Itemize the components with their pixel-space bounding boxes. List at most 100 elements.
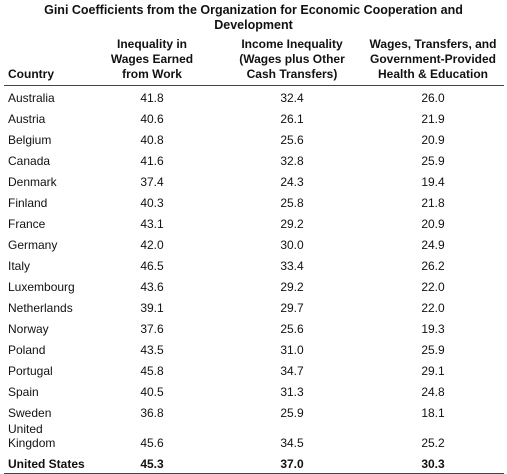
value-cell: 22.0	[421, 301, 445, 315]
value-cell: 41.6	[140, 154, 164, 168]
country-cell: France	[8, 217, 46, 231]
value-cell: 34.7	[280, 364, 304, 378]
value-cell: 37.0	[222, 452, 362, 474]
value-cell: 21.8	[421, 196, 445, 210]
gini-table: Country Inequality in Wages Earned from …	[4, 37, 504, 474]
value-cell: 22.0	[421, 280, 445, 294]
value-cell: 26.0	[421, 91, 445, 105]
column-header: Country	[4, 37, 82, 86]
table-row: United States 45.3 37.0 30.3	[4, 452, 504, 474]
table-row: France 43.1 29.2 20.9	[4, 212, 504, 233]
value-cell: 31.0	[280, 343, 304, 357]
country-cell: Denmark	[8, 175, 57, 189]
table-row: Finland 40.3 25.8 21.8	[4, 191, 504, 212]
value-cell: 45.6	[140, 436, 164, 450]
table-row: Sweden 36.8 25.9 18.1	[4, 401, 504, 422]
value-cell: 29.7	[280, 301, 304, 315]
value-cell: 29.2	[280, 280, 304, 294]
value-cell: 31.3	[280, 385, 304, 399]
value-cell: 20.9	[421, 133, 445, 147]
value-cell: 25.8	[280, 196, 304, 210]
table-row: Spain 40.5 31.3 24.8	[4, 380, 504, 401]
table-row: Portugal 45.8 34.7 29.1	[4, 359, 504, 380]
table-row: Denmark 37.4 24.3 19.4	[4, 170, 504, 191]
value-cell: 45.8	[140, 364, 164, 378]
table-row: Canada 41.6 32.8 25.9	[4, 149, 504, 170]
value-cell: 36.8	[140, 406, 164, 420]
value-cell: 37.4	[140, 175, 164, 189]
value-cell: 20.9	[421, 217, 445, 231]
table-row: Australia 41.8 32.4 26.0	[4, 86, 504, 108]
value-cell: 41.8	[140, 91, 164, 105]
value-cell: 45.3	[82, 452, 222, 474]
country-cell: United States	[4, 452, 85, 474]
value-cell: 26.2	[421, 259, 445, 273]
value-cell: 29.1	[421, 364, 445, 378]
country-cell: Canada	[8, 154, 51, 168]
country-cell: United Kingdom	[8, 422, 56, 450]
value-cell: 32.4	[280, 91, 304, 105]
country-cell: Germany	[8, 238, 58, 252]
country-cell: Netherlands	[8, 301, 73, 315]
value-cell: 25.9	[280, 406, 304, 420]
country-cell: Finland	[8, 196, 48, 210]
value-cell: 34.5	[280, 436, 304, 450]
value-cell: 43.6	[140, 280, 164, 294]
table-row: Netherlands 39.1 29.7 22.0	[4, 296, 504, 317]
value-cell: 26.1	[280, 112, 304, 126]
country-cell: Austria	[8, 112, 46, 126]
country-cell: Norway	[8, 322, 49, 336]
value-cell: 25.6	[280, 133, 304, 147]
country-cell: Portugal	[8, 364, 53, 378]
value-cell: 40.6	[140, 112, 164, 126]
column-header-text: Wages, Transfers, and Government-Provide…	[369, 37, 497, 81]
table-row: Poland 43.5 31.0 25.9	[4, 338, 504, 359]
table-body: Australia 41.8 32.4 26.0 Austria 40.6 26.1 21.9…	[4, 86, 504, 474]
value-cell: 40.3	[140, 196, 164, 210]
value-cell: 40.8	[140, 133, 164, 147]
value-cell: 30.3	[362, 452, 504, 474]
value-cell: 25.6	[280, 322, 304, 336]
table-row: Belgium 40.8 25.6 20.9	[4, 128, 504, 149]
value-cell: 24.9	[421, 238, 445, 252]
value-cell: 29.2	[280, 217, 304, 231]
country-cell: Belgium	[8, 133, 52, 147]
value-cell: 24.3	[280, 175, 304, 189]
value-cell: 43.5	[140, 343, 164, 357]
table-row: Norway 37.6 25.6 19.3	[4, 317, 504, 338]
table-row: Germany 42.0 30.0 24.9	[4, 233, 504, 254]
value-cell: 32.8	[280, 154, 304, 168]
value-cell: 43.1	[140, 217, 164, 231]
country-cell: Italy	[8, 259, 31, 273]
column-header-text: Inequality in Wages Earned from Work	[110, 37, 194, 81]
value-cell: 19.3	[421, 322, 445, 336]
column-header-text: Income Inequality (Wages plus Other Cash…	[239, 37, 345, 81]
column-header: Wages, Transfers, and Government-Provide…	[362, 37, 504, 86]
country-cell: Luxembourg	[8, 280, 75, 294]
column-header: Income Inequality (Wages plus Other Cash…	[222, 37, 362, 86]
value-cell: 42.0	[140, 238, 164, 252]
value-cell: 21.9	[421, 112, 445, 126]
value-cell: 25.9	[421, 154, 445, 168]
value-cell: 33.4	[280, 259, 304, 273]
value-cell: 18.1	[421, 406, 445, 420]
value-cell: 30.0	[280, 238, 304, 252]
header-row: Country Inequality in Wages Earned from …	[4, 37, 504, 86]
country-cell: Australia	[8, 91, 55, 105]
value-cell: 39.1	[140, 301, 164, 315]
country-cell: Poland	[8, 343, 46, 357]
column-header: Inequality in Wages Earned from Work	[82, 37, 222, 86]
page: Gini Coefficients from the Organization …	[0, 3, 507, 474]
country-cell: Spain	[8, 385, 39, 399]
table-row: Austria 40.6 26.1 21.9	[4, 107, 504, 128]
value-cell: 25.2	[421, 436, 445, 450]
table-row: United Kingdom 45.6 34.5 25.2	[4, 422, 504, 452]
value-cell: 24.8	[421, 385, 445, 399]
table-row: Italy 46.5 33.4 26.2	[4, 254, 504, 275]
value-cell: 25.9	[421, 343, 445, 357]
value-cell: 37.6	[140, 322, 164, 336]
value-cell: 19.4	[421, 175, 445, 189]
country-cell: Sweden	[8, 406, 52, 420]
value-cell: 46.5	[140, 259, 164, 273]
value-cell: 40.5	[140, 385, 164, 399]
